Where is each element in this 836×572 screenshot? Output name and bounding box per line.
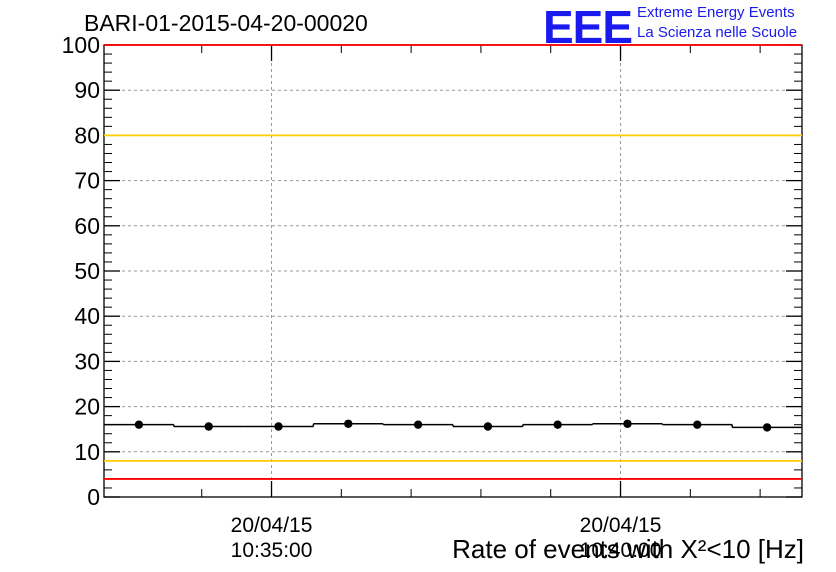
data-point — [204, 422, 213, 431]
y-tick-label: 100 — [62, 32, 100, 58]
y-tick-label: 30 — [74, 348, 100, 374]
y-tick-label: 20 — [74, 394, 100, 420]
logo-line-2: La Scienza nelle Scuole — [637, 24, 798, 41]
chart-title: BARI-01-2015-04-20-00020 — [84, 10, 368, 36]
data-point — [483, 422, 493, 431]
y-tick-label: 70 — [74, 168, 100, 194]
y-tick-label: 10 — [74, 439, 100, 465]
y-tick-label: 80 — [74, 122, 100, 148]
data-point — [553, 420, 562, 429]
data-point — [274, 422, 283, 431]
x-axis-label: Rate of events with X²<10 [Hz] — [452, 534, 804, 564]
y-tick-label: 50 — [74, 258, 100, 284]
x-tick-date-label: 20/04/15 — [580, 514, 662, 537]
data-point — [762, 423, 772, 432]
data-point — [134, 420, 144, 429]
data-point — [693, 420, 702, 429]
data-point — [344, 419, 353, 428]
x-tick-date-label: 20/04/15 — [231, 514, 313, 537]
data-point — [413, 420, 423, 429]
logo-line-1: Extreme Energy Events — [637, 4, 795, 21]
y-tick-label: 60 — [74, 213, 100, 239]
y-tick-label: 40 — [74, 303, 100, 329]
y-tick-label: 90 — [74, 77, 100, 103]
x-tick-time-label: 10:35:00 — [231, 539, 313, 562]
y-tick-label: 0 — [87, 484, 100, 510]
eee-logo: EEE — [543, 1, 633, 53]
data-point — [623, 419, 632, 428]
x-tick-time-label: 10:40:00 — [580, 539, 662, 562]
